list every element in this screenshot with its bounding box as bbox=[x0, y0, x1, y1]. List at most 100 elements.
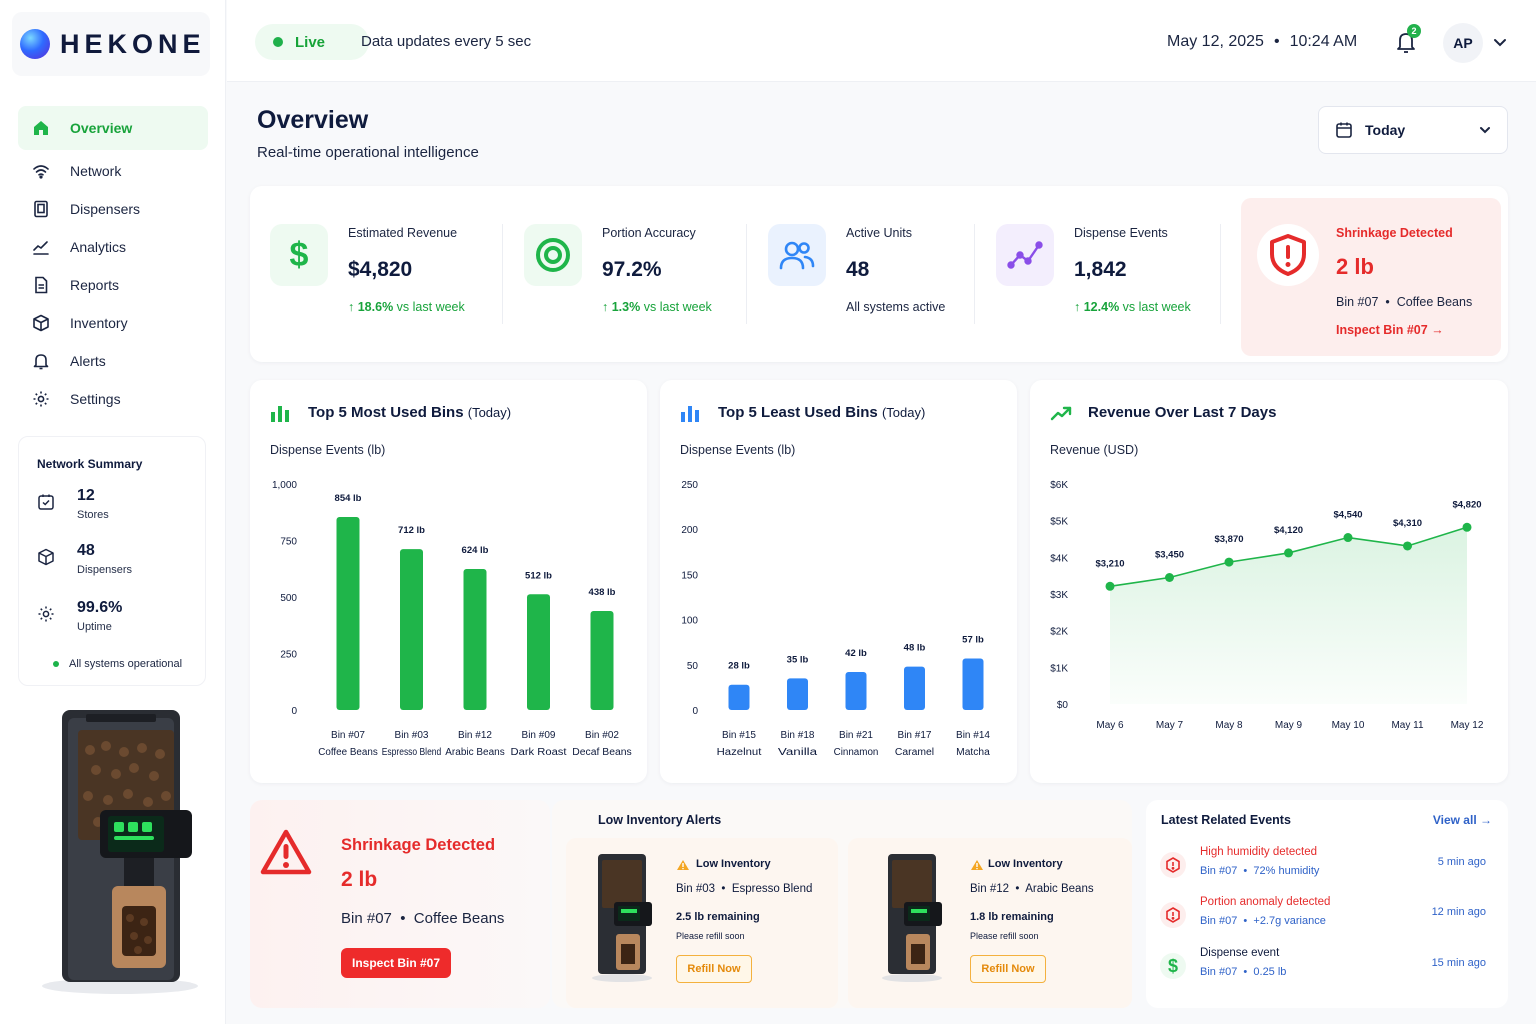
x-tick-label: May 11 bbox=[1391, 720, 1423, 731]
logo[interactable]: HEKONE bbox=[12, 12, 210, 76]
sidebar-item-label: Network bbox=[70, 163, 122, 179]
data-point-label: $4,310 bbox=[1393, 518, 1422, 529]
kpi-trend: ↑ 1.3% vs last week bbox=[602, 300, 712, 314]
data-point-label: $4,540 bbox=[1333, 510, 1362, 521]
date-range-value: Today bbox=[1365, 122, 1406, 138]
sidebar-item-overview[interactable]: Overview bbox=[18, 106, 208, 150]
sidebar-item-label: Settings bbox=[70, 391, 121, 407]
data-point bbox=[1224, 557, 1234, 567]
kpi-value: 97.2% bbox=[602, 258, 662, 281]
arrow-up-icon: ↑ bbox=[1074, 300, 1081, 314]
x-tick-label: Bin #18 bbox=[781, 730, 815, 741]
sidebar-item-settings[interactable]: Settings bbox=[18, 380, 208, 418]
data-point bbox=[1284, 548, 1293, 558]
inventory-note: Please refill soon bbox=[676, 931, 745, 941]
chart-title: Revenue Over Last 7 Days bbox=[1088, 404, 1277, 421]
network-status: All systems operational bbox=[69, 658, 183, 670]
trend-text: vs last week bbox=[1122, 300, 1191, 314]
stores-label: Stores bbox=[77, 509, 109, 521]
refill-now-button[interactable]: Refill Now bbox=[676, 955, 752, 983]
kpi-value: 1,842 bbox=[1074, 258, 1127, 281]
bin-id: Bin #07 bbox=[341, 910, 392, 927]
chart-title-qualifier: (Today) bbox=[881, 405, 926, 420]
datetime: May 12, 2025 • 10:24 AM bbox=[1167, 33, 1357, 51]
x-tick-label: Bin #02 bbox=[585, 730, 619, 741]
bar-value-label: 57 lb bbox=[962, 634, 984, 645]
datetime-separator: • bbox=[1273, 33, 1280, 50]
y-tick-label: $6K bbox=[1050, 480, 1068, 491]
kpi-divider bbox=[1220, 224, 1221, 324]
shrinkage-kpi: Shrinkage Detected 2 lb Bin #07 • Coffee… bbox=[1241, 198, 1501, 356]
sidebar-item-label: Reports bbox=[70, 277, 120, 293]
hexagon-alert-icon bbox=[1160, 902, 1186, 928]
bin-id: Bin #07 bbox=[1336, 295, 1379, 309]
kpi-divider bbox=[502, 224, 503, 324]
svg-text:$: $ bbox=[1168, 956, 1178, 976]
kpi-trend: ↑ 18.6% vs last week bbox=[348, 300, 465, 314]
refill-now-button[interactable]: Refill Now bbox=[970, 955, 1046, 983]
x-sublabel: Matcha bbox=[956, 747, 990, 758]
kpi-label: Active Units bbox=[846, 226, 912, 240]
event-detail: Bin #07 • 0.25 lb bbox=[1200, 966, 1287, 978]
sidebar-item-inventory[interactable]: Inventory bbox=[18, 304, 208, 342]
inventory-tag: Low Inventory bbox=[696, 858, 771, 870]
data-point-label: $4,820 bbox=[1452, 499, 1481, 510]
sidebar-item-dispensers[interactable]: Dispensers bbox=[18, 190, 208, 228]
inspect-bin-link[interactable]: Inspect Bin #07 → bbox=[1336, 323, 1444, 337]
chart-title-qualifier: (Today) bbox=[467, 405, 512, 420]
sidebar-nav: Overview Network Dispensers Analytics Re… bbox=[18, 106, 208, 418]
event-bin: Bin #07 bbox=[1200, 915, 1238, 927]
event-row[interactable]: Portion anomaly detected Bin #07 • +2.7g… bbox=[1160, 896, 1492, 940]
event-time: 15 min ago bbox=[1431, 957, 1486, 969]
x-sublabel: Arabic Beans bbox=[445, 747, 505, 758]
inventory-remaining: 1.8 lb remaining bbox=[970, 911, 1054, 923]
event-row[interactable]: High humidity detected Bin #07 • 72% hum… bbox=[1160, 846, 1492, 890]
chevron-down-icon[interactable] bbox=[1493, 36, 1507, 48]
sidebar-item-analytics[interactable]: Analytics bbox=[18, 228, 208, 266]
trend-value: 1.3% bbox=[611, 300, 641, 314]
x-tick-label: May 9 bbox=[1275, 720, 1303, 731]
bar-value-label: 854 lb bbox=[335, 493, 362, 504]
dollar-icon: $ bbox=[270, 224, 328, 286]
sidebar-item-network[interactable]: Network bbox=[18, 152, 208, 190]
live-indicator[interactable]: Live bbox=[255, 24, 369, 60]
y-tick-label: 250 bbox=[681, 480, 698, 491]
bell-icon bbox=[30, 350, 52, 372]
least-used-bins-card: Top 5 Least Used Bins (Today) Dispense E… bbox=[660, 380, 1017, 783]
dispensers-stat: 48 Dispensers bbox=[37, 542, 197, 582]
y-tick-label: 500 bbox=[280, 593, 297, 604]
kpi-dispense-events: Dispense Events 1,842 ↑ 12.4% vs last we… bbox=[976, 186, 1220, 362]
users-icon bbox=[768, 224, 826, 286]
y-tick-label: 50 bbox=[687, 661, 699, 672]
gear-icon bbox=[30, 388, 52, 410]
event-row[interactable]: $ Dispense event Bin #07 • 0.25 lb 15 mi… bbox=[1160, 947, 1492, 991]
x-tick-label: Bin #07 bbox=[331, 730, 365, 741]
avatar[interactable]: AP bbox=[1443, 23, 1483, 63]
warning-icon bbox=[676, 858, 690, 876]
x-tick-label: May 8 bbox=[1215, 720, 1243, 731]
dispensers-value: 48 bbox=[77, 542, 95, 559]
brand-name: HEKONE bbox=[60, 28, 206, 59]
notification-bell-icon[interactable] bbox=[1395, 30, 1417, 54]
date-range-select[interactable]: Today bbox=[1318, 106, 1508, 154]
bar-value-label: 48 lb bbox=[904, 643, 926, 654]
sidebar-item-label: Analytics bbox=[70, 239, 127, 255]
y-tick-label: $0 bbox=[1057, 700, 1069, 711]
x-tick-label: Bin #21 bbox=[839, 730, 873, 741]
events-title: Latest Related Events bbox=[1161, 813, 1291, 827]
revenue-area bbox=[1110, 527, 1467, 704]
y-tick-label: $2K bbox=[1050, 627, 1068, 638]
kpi-label: Portion Accuracy bbox=[602, 226, 696, 240]
least-used-bar-chart: 250 200 150 100 50 0 28 lb Bin #15 Hazelnut 35 lb… bbox=[681, 480, 990, 758]
trend-value: 12.4% bbox=[1083, 300, 1120, 314]
sidebar-item-reports[interactable]: Reports bbox=[18, 266, 208, 304]
network-summary: Network Summary 12 Stores 48 Dispensers … bbox=[18, 436, 206, 686]
view-all-link[interactable]: View all → bbox=[1433, 813, 1492, 827]
inspect-bin-button[interactable]: Inspect Bin #07 bbox=[341, 948, 451, 978]
report-icon bbox=[30, 274, 52, 296]
dispensers-label: Dispensers bbox=[77, 564, 133, 576]
kpi-trend: ↑ 12.4% vs last week bbox=[1074, 300, 1191, 314]
sidebar-item-alerts[interactable]: Alerts bbox=[18, 342, 208, 380]
data-point bbox=[1105, 581, 1115, 591]
event-detail: Bin #07 • +2.7g variance bbox=[1200, 915, 1326, 927]
